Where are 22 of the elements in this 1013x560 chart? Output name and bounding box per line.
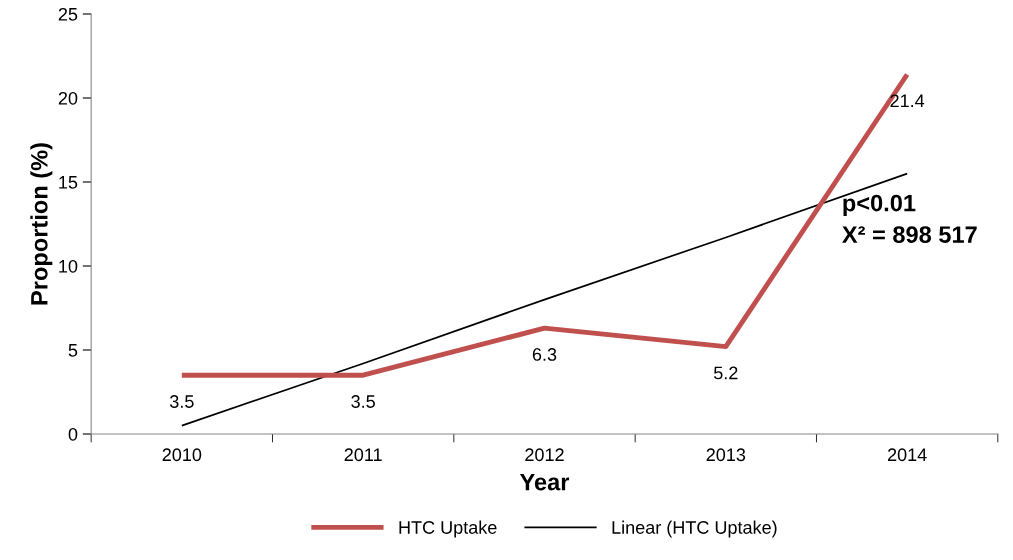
x-tick-label: 2012 — [525, 448, 564, 462]
annotation: p<0.01 — [843, 194, 916, 217]
data-label: 3.5 — [169, 395, 194, 408]
y-axis-title: Proportion (%) — [30, 143, 53, 305]
x-tick-label: 2010 — [162, 448, 202, 462]
x-tick-label: 2014 — [887, 448, 927, 462]
y-tick-label: 5 — [68, 344, 78, 357]
data-label: 3.5 — [351, 395, 375, 408]
y-tick-label: 0 — [68, 427, 78, 441]
y-tick-label: 20 — [58, 91, 78, 105]
data-label: 6.3 — [532, 348, 557, 361]
legend-label: Linear (HTC Uptake) — [612, 520, 777, 538]
x-axis-title: Year — [519, 473, 570, 491]
x-tick-label: 2011 — [344, 448, 382, 462]
data-label: 5.2 — [713, 366, 738, 380]
y-tick-label: 15 — [59, 176, 78, 189]
data-label: 21.4 — [890, 94, 925, 108]
x-tick-label: 2013 — [706, 448, 746, 462]
y-tick-label: 25 — [58, 7, 78, 21]
legend-label: HTC Uptake — [399, 520, 497, 538]
annotation: X² = 898 517 — [842, 226, 977, 243]
y-tick-label: 10 — [59, 259, 78, 273]
